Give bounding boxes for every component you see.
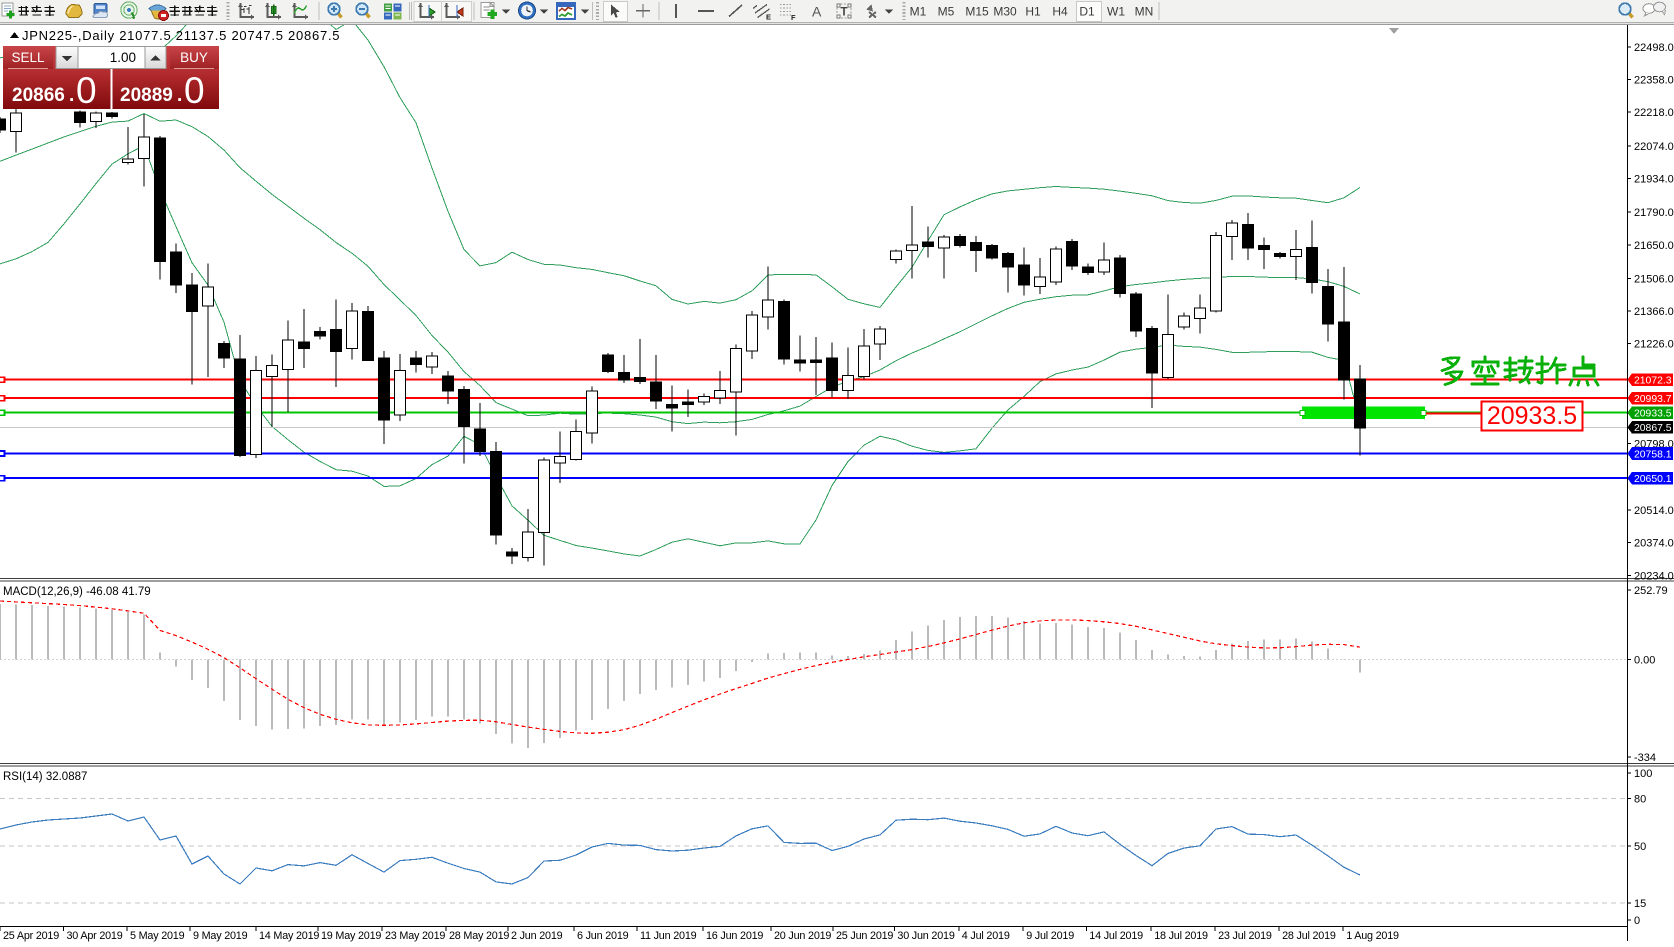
svg-text:2 Jun 2019: 2 Jun 2019 xyxy=(511,930,563,942)
svg-text:20758.1: 20758.1 xyxy=(1634,449,1672,460)
svg-text:MN: MN xyxy=(1135,5,1154,19)
svg-text:20933.5: 20933.5 xyxy=(1487,402,1577,430)
svg-text:252.79: 252.79 xyxy=(1634,585,1668,597)
svg-text:1.00: 1.00 xyxy=(110,50,136,65)
svg-text:21366.0: 21366.0 xyxy=(1634,306,1674,318)
svg-text:20234.0: 20234.0 xyxy=(1634,570,1674,582)
svg-text:D1: D1 xyxy=(1079,5,1095,19)
svg-text:21072.3: 21072.3 xyxy=(1634,375,1672,386)
svg-text:20 Jun 2019: 20 Jun 2019 xyxy=(774,930,831,942)
svg-text:0.00: 0.00 xyxy=(1634,654,1655,666)
svg-text:22498.0: 22498.0 xyxy=(1634,42,1674,54)
svg-text:20867.5: 20867.5 xyxy=(1634,423,1672,434)
svg-text:9 May 2019: 9 May 2019 xyxy=(193,930,248,942)
svg-text:25 Jun 2019: 25 Jun 2019 xyxy=(836,930,893,942)
svg-text:A: A xyxy=(812,4,822,20)
svg-text:21790.0: 21790.0 xyxy=(1634,207,1674,219)
svg-text:E: E xyxy=(766,13,771,22)
svg-text:21934.0: 21934.0 xyxy=(1634,174,1674,186)
svg-text:25 Apr 2019: 25 Apr 2019 xyxy=(3,930,59,942)
svg-text:H4: H4 xyxy=(1052,5,1068,19)
svg-text:20650.1: 20650.1 xyxy=(1634,474,1672,485)
svg-text:5 May 2019: 5 May 2019 xyxy=(130,930,185,942)
svg-text:30 Jun 2019: 30 Jun 2019 xyxy=(897,930,954,942)
svg-text:22358.0: 22358.0 xyxy=(1634,75,1674,87)
svg-text:BUY: BUY xyxy=(180,50,208,65)
svg-text:9 Jul 2019: 9 Jul 2019 xyxy=(1026,930,1074,942)
svg-text:16 Jun 2019: 16 Jun 2019 xyxy=(706,930,763,942)
svg-text:22074.0: 22074.0 xyxy=(1634,141,1674,153)
svg-text:23 May 2019: 23 May 2019 xyxy=(385,930,445,942)
svg-text:15: 15 xyxy=(1634,898,1646,910)
svg-text:0: 0 xyxy=(184,70,205,111)
svg-text:.: . xyxy=(69,85,74,106)
svg-text:11 Jun 2019: 11 Jun 2019 xyxy=(640,930,697,942)
svg-text:-334: -334 xyxy=(1634,752,1656,764)
svg-text:28 May 2019: 28 May 2019 xyxy=(449,930,509,942)
svg-text:W1: W1 xyxy=(1107,5,1125,19)
svg-text:80: 80 xyxy=(1634,794,1646,806)
svg-text:21650.0: 21650.0 xyxy=(1634,240,1674,252)
svg-text:23 Jul 2019: 23 Jul 2019 xyxy=(1218,930,1272,942)
svg-text:19 May 2019: 19 May 2019 xyxy=(321,930,381,942)
svg-text:F: F xyxy=(791,13,796,22)
svg-text:M15: M15 xyxy=(965,5,989,19)
svg-text:6 Jun 2019: 6 Jun 2019 xyxy=(577,930,629,942)
svg-text:20514.0: 20514.0 xyxy=(1634,505,1674,517)
svg-text:100: 100 xyxy=(1634,768,1652,780)
svg-text:20374.0: 20374.0 xyxy=(1634,538,1674,550)
svg-text:M5: M5 xyxy=(938,5,955,19)
svg-text:20933.5: 20933.5 xyxy=(1634,409,1672,420)
svg-text:SELL: SELL xyxy=(11,50,45,65)
svg-text:1 Aug 2019: 1 Aug 2019 xyxy=(1346,930,1399,942)
svg-text:.: . xyxy=(177,85,182,106)
svg-text:28 Jul 2019: 28 Jul 2019 xyxy=(1282,930,1336,942)
svg-text:14 Jul 2019: 14 Jul 2019 xyxy=(1089,930,1143,942)
svg-text:T: T xyxy=(841,7,848,19)
svg-text:H1: H1 xyxy=(1025,5,1041,19)
svg-text:30 Apr 2019: 30 Apr 2019 xyxy=(67,930,123,942)
svg-text:4 Jul 2019: 4 Jul 2019 xyxy=(962,930,1010,942)
svg-text:22218.0: 22218.0 xyxy=(1634,107,1674,119)
svg-text:RSI(14) 32.0887: RSI(14) 32.0887 xyxy=(3,771,87,783)
svg-text:20889: 20889 xyxy=(120,85,173,106)
svg-text:M30: M30 xyxy=(993,5,1017,19)
svg-text:0: 0 xyxy=(1634,915,1640,927)
svg-text:20993.7: 20993.7 xyxy=(1634,394,1672,405)
svg-text:20866: 20866 xyxy=(12,85,65,106)
svg-text:21226.0: 21226.0 xyxy=(1634,339,1674,351)
svg-text:21506.0: 21506.0 xyxy=(1634,273,1674,285)
svg-text:50: 50 xyxy=(1634,841,1646,853)
svg-text:M1: M1 xyxy=(910,5,927,19)
svg-text:14 May 2019: 14 May 2019 xyxy=(259,930,319,942)
svg-text:0: 0 xyxy=(76,70,97,111)
svg-text:18 Jul 2019: 18 Jul 2019 xyxy=(1154,930,1208,942)
svg-text:JPN225-,Daily 21077.5 21137.5: JPN225-,Daily 21077.5 21137.5 20747.5 20… xyxy=(22,28,340,43)
svg-text:MACD(12,26,9) -46.08 41.79: MACD(12,26,9) -46.08 41.79 xyxy=(3,586,151,598)
